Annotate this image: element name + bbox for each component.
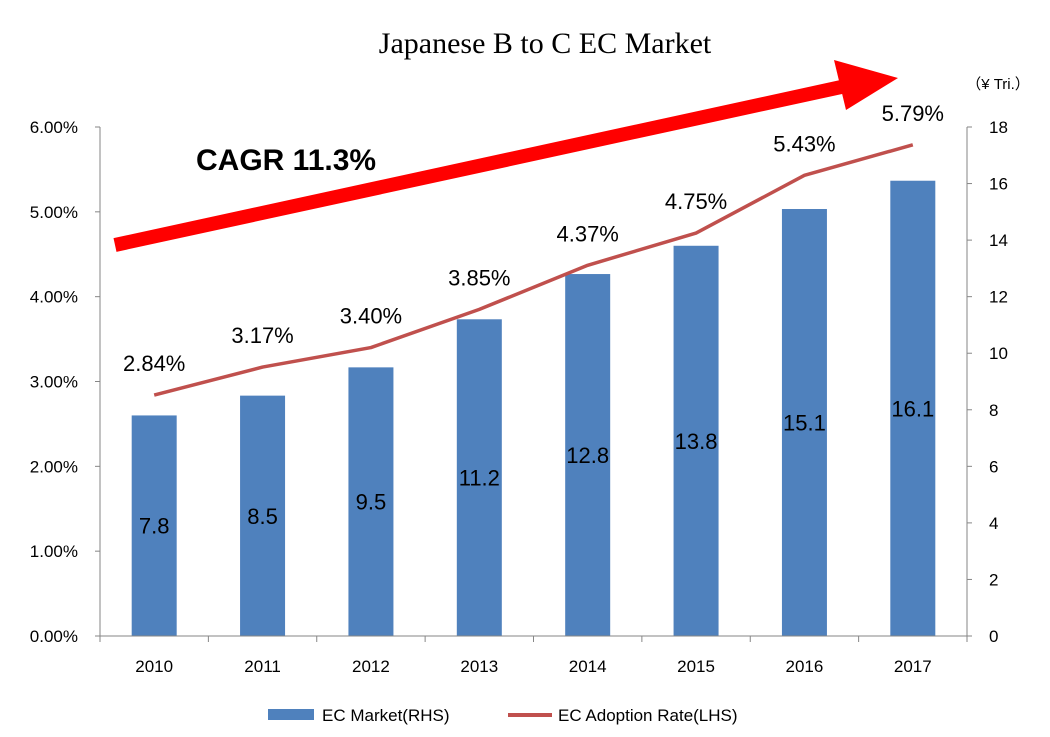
- x-tick-label: 2010: [135, 657, 173, 676]
- adoption-rate-line: [153, 143, 914, 397]
- bar-2015: [673, 245, 719, 636]
- x-tick-label: 2014: [569, 657, 607, 676]
- right-tick-label: 6: [989, 457, 998, 476]
- rate-label-2013: 3.85%: [448, 265, 510, 290]
- x-tick-label: 2016: [786, 657, 824, 676]
- bar-series: [131, 180, 936, 636]
- right-tick-label: 12: [989, 288, 1008, 307]
- bar-label-2010: 7.8: [139, 514, 170, 539]
- rate-label-2017: 5.79%: [882, 101, 944, 126]
- legend: EC Market(RHS) EC Adoption Rate(LHS): [268, 706, 738, 725]
- bar-2013: [456, 319, 502, 636]
- rate-label-2016: 5.43%: [773, 131, 835, 156]
- x-tick-label: 2011: [244, 657, 281, 676]
- left-tick-label: 0.00%: [30, 627, 78, 646]
- left-tick-label: 3.00%: [30, 373, 78, 392]
- left-tick-label: 6.00%: [30, 118, 78, 137]
- right-tick-label: 4: [989, 514, 998, 533]
- bar-2012: [348, 367, 394, 636]
- bar-label-2015: 13.8: [675, 429, 718, 454]
- left-tick-label: 1.00%: [30, 542, 78, 561]
- x-tick-label: 2012: [352, 657, 390, 676]
- left-tick-label: 4.00%: [30, 288, 78, 307]
- x-tick-label: 2013: [460, 657, 498, 676]
- bar-2017: [890, 180, 936, 636]
- cagr-arrow-head: [834, 60, 898, 110]
- legend-label-ec-market: EC Market(RHS): [322, 706, 450, 725]
- bar-label-2012: 9.5: [356, 490, 387, 515]
- x-tick-label: 2017: [894, 657, 932, 676]
- bar-label-2014: 12.8: [566, 443, 609, 468]
- legend-label-adoption-rate: EC Adoption Rate(LHS): [558, 706, 738, 725]
- line-data-labels: 2.84% 3.17% 3.40% 3.85% 4.37% 4.75% 5.43% 5.79%: [123, 101, 944, 376]
- right-tick-label: 8: [989, 401, 998, 420]
- right-tick-label: 10: [989, 344, 1008, 363]
- bar-2011: [240, 395, 286, 636]
- right-tick-label: 2: [989, 570, 998, 589]
- right-tick-label: 0: [989, 627, 998, 646]
- cagr-label: CAGR 11.3%: [196, 144, 376, 177]
- right-axis-unit: （¥ Tri.）: [966, 76, 1030, 93]
- line-series: [153, 143, 914, 397]
- rate-label-2012: 3.40%: [340, 304, 402, 329]
- bar-label-2011: 8.5: [247, 504, 278, 529]
- x-tick-label: 2015: [677, 657, 715, 676]
- chart-title: Japanese B to C EC Market: [379, 27, 712, 60]
- legend-swatch-ec-market: [268, 709, 314, 720]
- bar-2016: [781, 209, 827, 636]
- bar-2010: [131, 415, 177, 636]
- cagr-annotation: CAGR 11.3%: [113, 60, 898, 252]
- rate-label-2011: 3.17%: [231, 323, 293, 348]
- bar-data-labels: 7.8 8.5 9.5 11.2 12.8 13.8 15.1 16.1: [139, 396, 934, 538]
- bar-2014: [565, 274, 611, 636]
- axes: 0.00% 1.00% 2.00% 3.00% 4.00% 5.00% 6.00% 0 2 4 6 8…: [30, 118, 1008, 676]
- bar-label-2013: 11.2: [459, 466, 500, 491]
- left-tick-label: 2.00%: [30, 457, 78, 476]
- bar-label-2016: 15.1: [783, 411, 826, 436]
- rate-label-2010: 2.84%: [123, 351, 185, 376]
- cagr-arrow-shaft: [113, 77, 857, 252]
- right-tick-label: 14: [989, 231, 1008, 250]
- right-tick-label: 16: [989, 175, 1008, 194]
- rate-label-2015: 4.75%: [665, 189, 727, 214]
- left-tick-label: 5.00%: [30, 203, 78, 222]
- right-tick-label: 18: [989, 118, 1008, 137]
- rate-label-2014: 4.37%: [556, 221, 618, 246]
- bar-label-2017: 16.1: [891, 396, 934, 421]
